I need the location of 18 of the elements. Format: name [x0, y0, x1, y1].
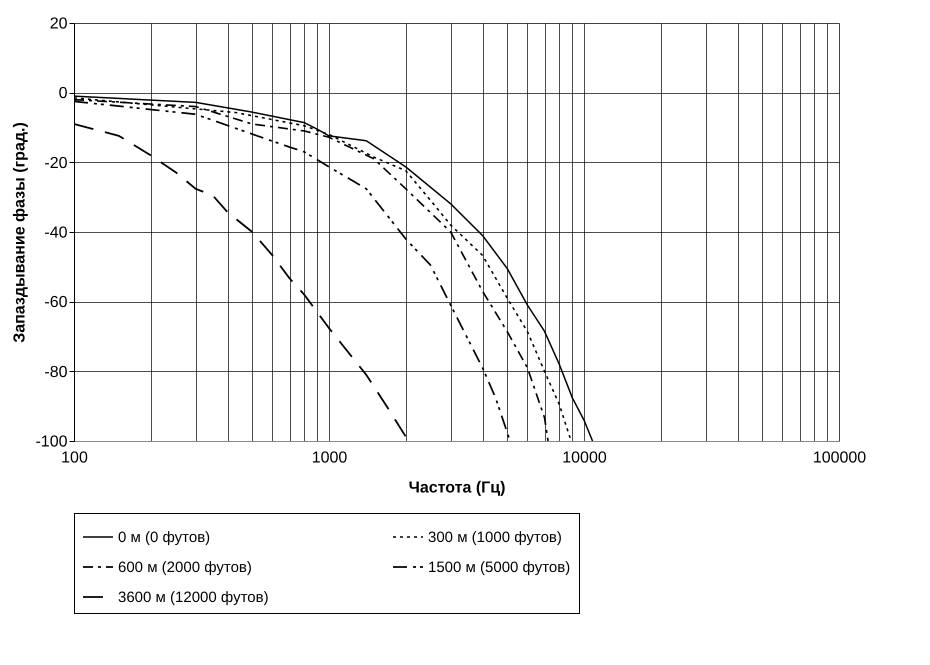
legend-label: 3600 м (12000 футов): [118, 589, 269, 606]
y-tick-label: -80: [44, 364, 68, 381]
x-tick-label: 10000: [562, 450, 607, 466]
x-tick-label: 100000: [812, 450, 866, 466]
x-tick-label: 1000: [312, 450, 348, 466]
legend-label: 0 м (0 футов): [118, 529, 210, 546]
legend-label: 300 м (1000 футов): [428, 529, 562, 546]
y-tick-label: 0: [58, 85, 68, 102]
x-axis-title: Частота (Гц): [408, 480, 506, 496]
legend-label: 1500 м (5000 футов): [428, 559, 570, 576]
legend-label: 600 м (2000 футов): [118, 559, 252, 576]
y-axis-title: Запаздывание фазы (град.): [11, 122, 28, 343]
y-tick-label: -60: [44, 294, 68, 312]
x-tick-label: 100: [61, 450, 88, 466]
y-tick-label: -100: [35, 434, 68, 450]
y-tick-label: 20: [50, 16, 68, 32]
y-tick-label: -40: [44, 224, 68, 242]
y-tick-label: -20: [44, 154, 68, 172]
